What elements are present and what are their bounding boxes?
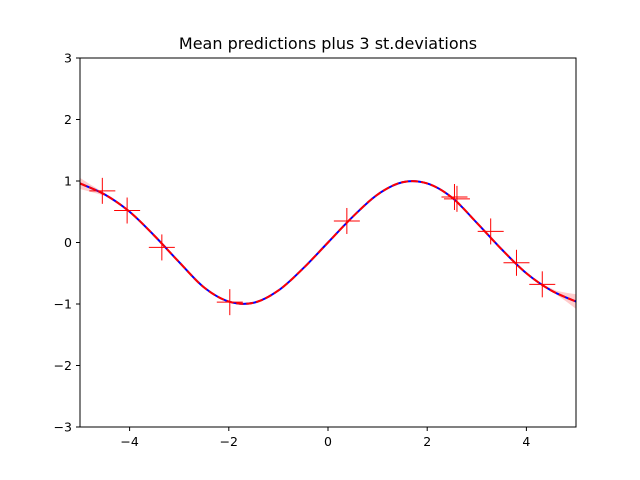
y-tick-label: 0 <box>64 235 72 250</box>
y-tick-label: 3 <box>64 51 72 66</box>
axes-ticks: −4 −2 0 2 4 −3 −2 −1 0 1 2 3 <box>54 51 531 450</box>
x-tick-label: −4 <box>120 434 138 449</box>
observation-marker <box>89 177 116 204</box>
observation-marker <box>148 234 175 261</box>
observation-marker <box>114 197 141 224</box>
x-tick-label: 2 <box>423 434 431 449</box>
plot-area <box>80 177 576 316</box>
chart-title: Mean predictions plus 3 st.deviations <box>179 34 477 53</box>
x-tick-label: −2 <box>220 434 238 449</box>
y-tick-label: −1 <box>54 297 72 312</box>
x-tick-label: 0 <box>324 434 332 449</box>
observation-marker <box>216 289 243 316</box>
observation-marker <box>443 185 470 212</box>
y-tick-label: 1 <box>64 174 72 189</box>
y-tick-label: −3 <box>54 420 72 435</box>
y-tick-label: 2 <box>64 112 72 127</box>
observation-marker <box>441 183 468 210</box>
y-tick-label: −2 <box>54 358 72 373</box>
observation-marker <box>503 249 530 276</box>
observation-marker <box>477 218 504 245</box>
observation-marker <box>529 271 556 298</box>
x-tick-label: 4 <box>522 434 530 449</box>
observation-marker <box>333 207 360 234</box>
